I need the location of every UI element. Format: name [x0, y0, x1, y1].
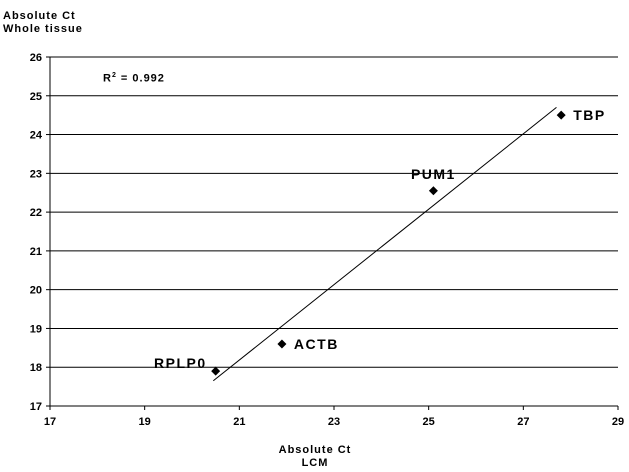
y-tick-label-25: 25	[30, 91, 42, 103]
x-tick-label-25: 25	[423, 416, 435, 428]
data-point-actb	[277, 339, 287, 349]
point-label-tbp: TBP	[573, 107, 606, 123]
x-tick-label-17: 17	[44, 416, 56, 428]
y-axis-title: Absolute Ct Whole tissue	[3, 10, 83, 36]
r-squared-annotation: R2 = 0.992	[103, 72, 165, 85]
x-tick-label-19: 19	[139, 416, 151, 428]
point-label-actb: ACTB	[294, 336, 339, 352]
y-tick-label-17: 17	[30, 401, 42, 413]
y-axis-title-line-2: Whole tissue	[3, 23, 83, 35]
y-tick-label-22: 22	[30, 207, 42, 219]
x-tick-label-29: 29	[612, 416, 624, 428]
data-point-tbp	[556, 110, 566, 120]
x-tick-label-21: 21	[233, 416, 245, 428]
y-tick-label-23: 23	[30, 168, 42, 180]
axes	[46, 56, 619, 410]
data-points: RPLP0 ACTB PUM1 TBP	[154, 107, 606, 376]
y-tick-label-26: 26	[30, 52, 42, 64]
x-axis-title-line-1: Absolute Ct	[278, 444, 352, 456]
x-tick-label-27: 27	[517, 416, 529, 428]
data-point-pum1	[428, 186, 438, 196]
y-axis-title-line-1: Absolute Ct	[3, 10, 76, 22]
data-point-rplp0	[211, 366, 221, 376]
trendline-group	[212, 107, 557, 382]
x-tick-label-23: 23	[328, 416, 340, 428]
tick-labels: 17 18 19 20 21 22 23 24 25 26 17 19 21 23 25 27 29	[30, 52, 624, 428]
grid-lines	[50, 56, 618, 368]
y-tick-label-21: 21	[30, 246, 42, 258]
y-tick-label-18: 18	[30, 362, 42, 374]
y-tick-label-20: 20	[30, 285, 42, 297]
point-label-pum1: PUM1	[411, 166, 456, 182]
point-label-rplp0: RPLP0	[154, 355, 207, 371]
trendline	[212, 107, 557, 382]
y-tick-label-19: 19	[30, 323, 42, 335]
y-tick-label-24: 24	[30, 130, 43, 142]
x-axis-title-line-2: LCM	[301, 457, 329, 469]
x-axis-title: Absolute Ct LCM	[230, 444, 400, 470]
